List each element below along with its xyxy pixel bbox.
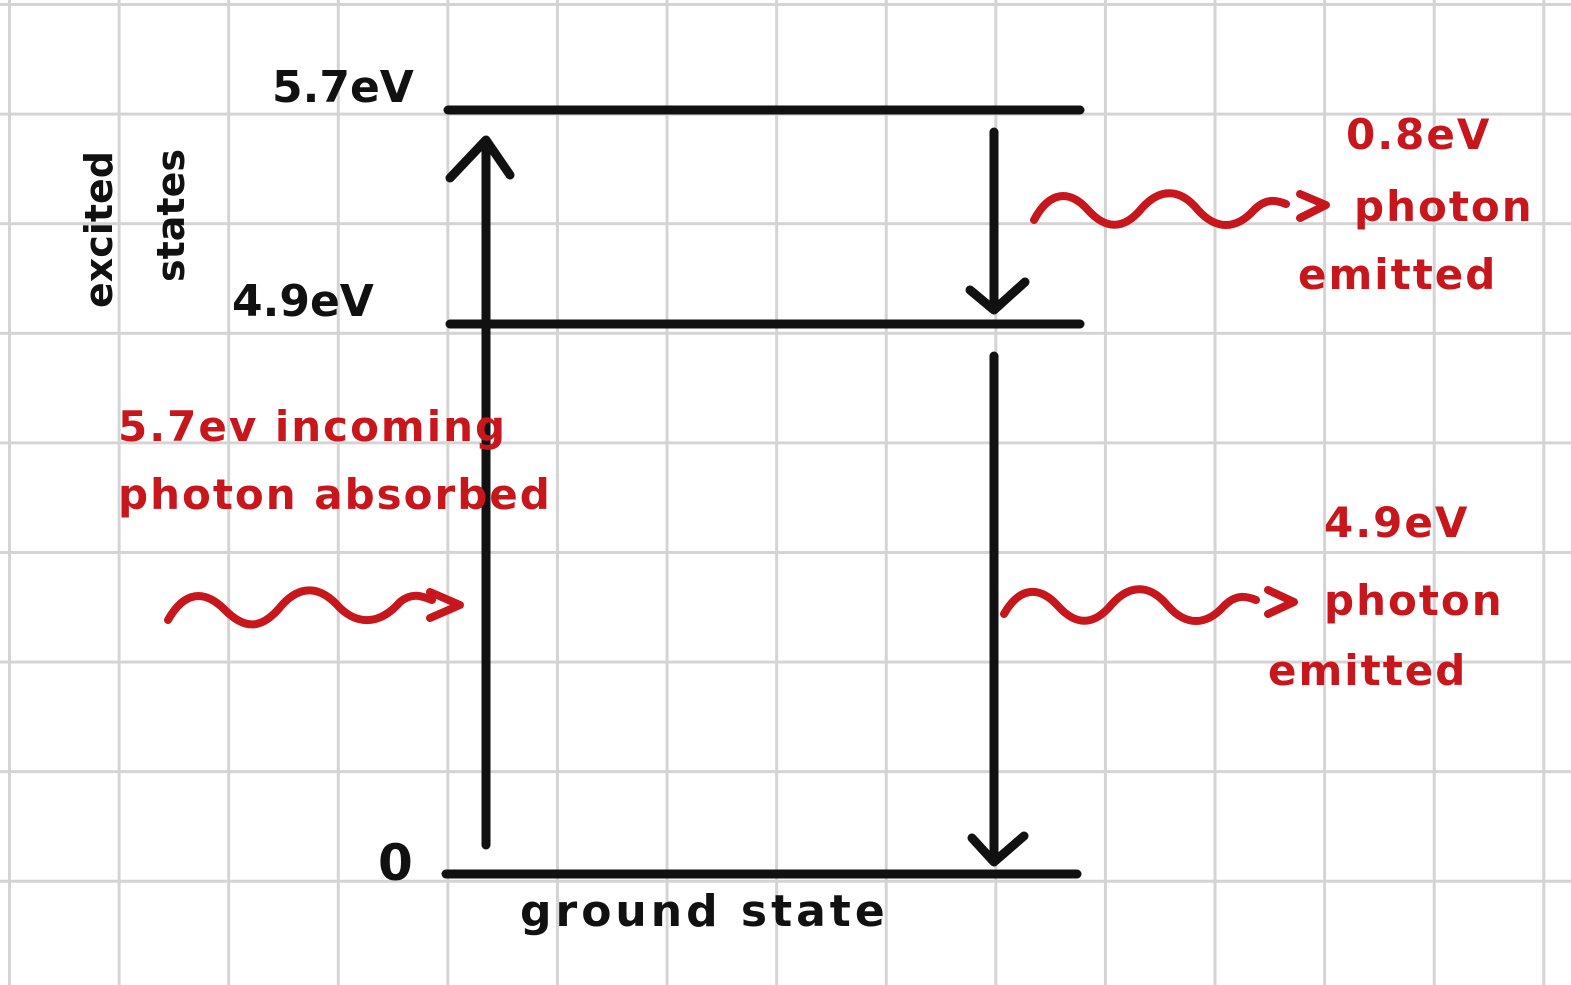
ground-state-label: ground state	[520, 886, 889, 937]
absorbed-note-line1: 5.7ev incoming	[118, 402, 508, 451]
emitted-lower-line2: emitted	[1268, 646, 1468, 695]
emission-arrow-upper	[965, 127, 1030, 315]
absorption-arrow	[445, 135, 515, 850]
emitted-upper-energy: 0.8eV	[1346, 110, 1492, 159]
emitted-upper-line1: photon	[1354, 182, 1534, 231]
emitted-upper-line2: emitted	[1298, 250, 1498, 299]
emitted-photon-wave-upper	[1030, 189, 1330, 229]
emitted-lower-line1: photon	[1324, 576, 1504, 625]
level-label-bottom: 0	[378, 834, 413, 892]
side-label-states: states	[149, 149, 193, 282]
incoming-photon-wave	[164, 586, 464, 629]
emitted-lower-energy: 4.9eV	[1324, 498, 1470, 547]
absorbed-note-line2: photon absorbed	[118, 470, 552, 519]
side-label-excited: excited	[77, 151, 121, 308]
level-label-top: 5.7eV	[272, 62, 414, 113]
level-label-middle: 4.9eV	[232, 276, 374, 327]
emitted-photon-wave-lower	[1000, 585, 1298, 625]
emission-arrow-lower	[967, 351, 1029, 867]
